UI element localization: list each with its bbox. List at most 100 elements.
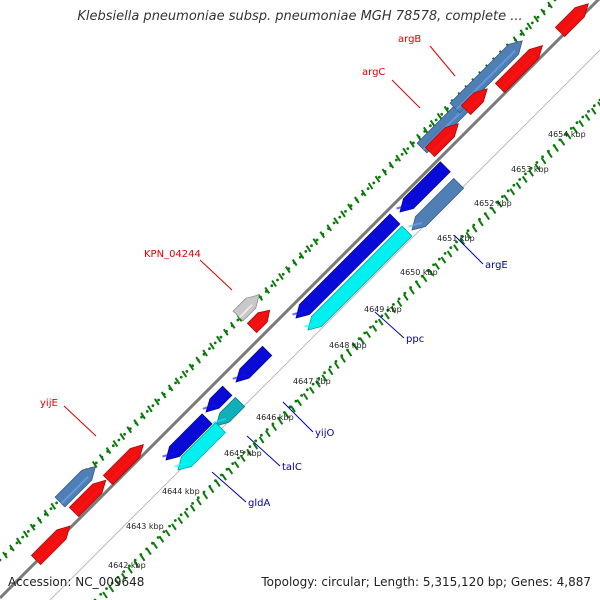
leader-line xyxy=(246,435,281,467)
minor-tick-lower xyxy=(427,268,434,277)
gc-dot-upper xyxy=(270,284,274,288)
tick-label: 4654 kbp xyxy=(548,130,586,139)
tick-label: 4643 kbp xyxy=(126,522,164,531)
gene-label-text: argE xyxy=(485,260,508,271)
gene-red-top-body xyxy=(554,3,589,38)
minor-tick-upper xyxy=(209,342,215,350)
minor-tick-upper xyxy=(298,252,305,260)
gc-dot-lower xyxy=(392,303,395,306)
gc-dot-lower xyxy=(581,115,585,119)
gene-argE xyxy=(408,177,465,231)
gc-dot-upper xyxy=(395,158,398,162)
minor-tick-upper xyxy=(360,189,367,197)
gene-argE-blue-shine xyxy=(396,203,411,210)
gc-dot-lower xyxy=(311,382,315,386)
gene-ppc-shine xyxy=(304,321,319,328)
minor-tick-upper xyxy=(319,231,326,239)
minor-tick-lower xyxy=(503,194,509,202)
minor-tick-lower xyxy=(158,535,165,543)
minor-tick-lower xyxy=(402,293,409,301)
minor-tick-lower xyxy=(246,448,252,456)
gene-argE-body xyxy=(411,177,465,231)
gene-argB-block xyxy=(449,40,523,114)
gc-dot-upper xyxy=(26,530,30,533)
minor-tick-upper xyxy=(105,447,112,455)
minor-tick-upper xyxy=(333,217,339,225)
minor-tick-upper xyxy=(43,509,50,517)
gene-red-bottom-body xyxy=(30,525,71,566)
gc-dot-lower xyxy=(374,320,378,323)
gene-label-argE: argE xyxy=(454,235,508,271)
gene-ppc xyxy=(304,225,413,331)
minor-tick-lower xyxy=(377,318,384,326)
minor-tick-lower xyxy=(509,188,516,196)
gc-dot-lower xyxy=(529,166,533,170)
gene-label-text: gldA xyxy=(248,498,270,509)
minor-tick-upper xyxy=(91,460,98,469)
leader-line xyxy=(429,45,456,77)
minor-tick-upper xyxy=(367,182,374,190)
gene-talC-shine xyxy=(212,417,227,424)
minor-tick-upper xyxy=(278,272,284,281)
minor-tick-upper xyxy=(29,523,36,531)
leader-line xyxy=(199,259,233,291)
gene-argC-red-shine xyxy=(430,132,452,155)
leader-line xyxy=(391,79,421,109)
minor-tick-lower xyxy=(265,430,271,438)
minor-tick-upper xyxy=(22,530,29,538)
gene-KPN-red-shine xyxy=(252,318,265,331)
minor-tick-upper xyxy=(9,544,15,552)
gene-label-yijO: yijO xyxy=(282,401,334,439)
gc-dot-lower xyxy=(501,195,504,199)
gc-dot-upper xyxy=(208,347,211,350)
gc-dot-lower xyxy=(443,252,447,255)
gc-dot-lower xyxy=(524,172,527,176)
tick-label: 4645 kbp xyxy=(224,449,262,458)
minor-tick-lower xyxy=(471,225,478,233)
gene-argE-blue xyxy=(396,161,451,213)
gene-ppc-blue-shine xyxy=(292,309,307,316)
minor-tick-lower xyxy=(459,237,466,246)
gc-dot-upper xyxy=(123,432,126,436)
tick-label: 4648 kbp xyxy=(329,341,367,350)
gene-argE-blue-body xyxy=(399,161,451,213)
gene-features xyxy=(30,3,589,566)
minor-tick-upper xyxy=(547,1,553,9)
minor-tick-lower xyxy=(415,281,422,289)
gene-label-text: KPN_04244 xyxy=(144,249,201,260)
gene-yijO-blue xyxy=(232,345,273,383)
minor-tick-lower xyxy=(534,163,541,171)
gene-label-gldA: gldA xyxy=(211,471,270,509)
gc-dot-upper xyxy=(219,335,223,339)
minor-tick-lower xyxy=(465,231,472,239)
gene-red-2 xyxy=(460,88,488,116)
minor-tick-lower xyxy=(139,554,146,562)
minor-tick-lower xyxy=(108,585,115,593)
minor-tick-upper xyxy=(409,140,415,148)
minor-tick-lower xyxy=(208,486,215,494)
minor-tick-upper xyxy=(429,119,436,127)
gc-dot-upper xyxy=(0,558,2,562)
gc-dot-upper xyxy=(236,318,240,322)
gene-yijO xyxy=(202,385,233,413)
gc-dot-lower xyxy=(334,360,338,363)
gc-dot-lower xyxy=(466,229,470,233)
minor-tick-lower xyxy=(359,337,365,345)
gc-dot-lower xyxy=(305,388,309,392)
gene-KPN-04244 xyxy=(232,294,260,322)
gene-gldA-blue-shine xyxy=(162,451,177,458)
tick-label: 4653 kbp xyxy=(511,165,549,174)
minor-tick-lower xyxy=(340,355,346,363)
gc-dot-upper xyxy=(281,272,285,276)
gc-dot-lower xyxy=(369,325,372,329)
minor-tick-lower xyxy=(152,541,158,549)
minor-tick-upper xyxy=(167,384,174,392)
minor-tick-lower xyxy=(540,157,547,165)
gc-dot-upper xyxy=(429,124,432,128)
minor-tick-lower xyxy=(127,566,133,574)
gc-dot-upper xyxy=(117,438,121,442)
minor-tick-upper xyxy=(381,168,388,176)
